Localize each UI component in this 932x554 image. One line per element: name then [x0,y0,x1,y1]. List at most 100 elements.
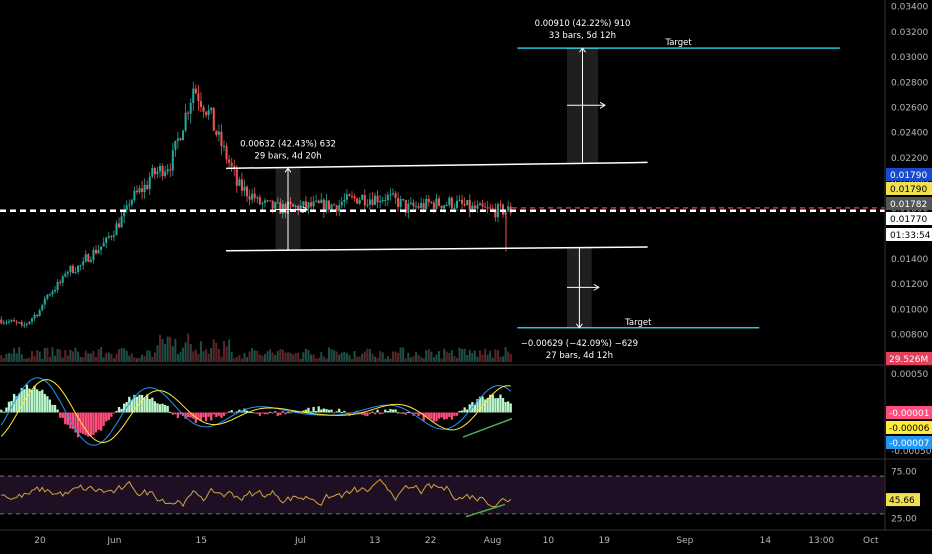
macd-histogram-bar [202,412,205,418]
volume-bar [2,358,5,362]
macd-histogram-bar [315,411,318,413]
macd-histogram-bar [222,412,226,416]
channel-lower-line [225,246,648,252]
candle-body [494,209,497,218]
measure-arrowhead [302,206,309,213]
candle-body [417,206,420,208]
volume-bar [69,349,72,362]
rsi-tick-label: 75.00 [891,467,917,477]
candle-body [97,249,100,254]
volume-bar [7,352,10,362]
time-tick-label: 22 [425,536,436,546]
macd-histogram-bar [158,404,162,413]
candle-body [0,319,3,324]
macd-histogram-bar [343,410,346,413]
time-tick-label: 10 [543,536,555,546]
candle-body [151,168,154,177]
candle-body [202,106,205,112]
volume-bar [409,357,412,362]
macd-histogram-bar [82,412,85,435]
macd-histogram-bar [76,412,80,438]
volume-bar [435,354,438,362]
candle-body [5,322,8,324]
candle-body [69,265,72,273]
candle-body [458,199,461,201]
macd-histogram-bar [35,389,39,413]
macd-histogram-bar [455,412,459,416]
macd-histogram-bar [302,410,305,413]
volume-bar [330,349,333,362]
candle-body [23,324,26,326]
candle-body [156,171,159,175]
macd-histogram-bar [0,409,3,413]
volume-bar [64,350,67,362]
candle-body [450,197,453,209]
price-tag-label: 0.01790 [890,171,927,181]
macd-histogram-bar [338,408,341,413]
candle-body [491,208,494,210]
volume-bar [74,347,77,362]
macd-histogram-bar [153,401,157,413]
macd-histogram-bar [268,411,272,413]
volume-bar [235,357,238,362]
price-tick-label: 0.00800 [891,331,928,341]
macd-histogram-bar [289,412,292,414]
macd-histogram-bar [363,412,366,416]
volume-bar [110,353,113,362]
volume-bar [18,347,21,362]
volume-tag-label: 29.526M [889,355,928,365]
macd-histogram-bar [263,412,267,415]
target-label: Target [664,38,692,48]
macd-histogram-bar [348,412,351,416]
candle-body [240,179,243,191]
candle-body [407,203,410,213]
macd-histogram-bar [87,412,90,437]
signal-line [0,379,511,444]
macd-histogram-bar [463,407,466,413]
macd-histogram-bar [235,411,238,413]
volume-bar [356,356,359,362]
macd-histogram-bar [2,411,5,413]
candle-body [205,111,208,115]
channel-upper-line [225,161,648,170]
candle-body [197,93,200,102]
candle-body [374,195,377,205]
measure-arrowhead [599,101,606,109]
volume-bar [297,352,300,362]
macd-histogram-bar [366,412,369,417]
candle-body [289,201,292,205]
macd-histogram-bar [417,412,420,417]
macd-histogram-bar [261,412,264,414]
candle-body [292,204,295,207]
candle-body [461,199,464,204]
volume-bar [130,353,133,362]
volume-bar [36,349,39,362]
candle-body [438,198,441,206]
macd-histogram-bar [448,412,451,417]
candle-body [256,197,259,199]
volume-bar [269,349,272,362]
candle-body [130,200,133,205]
rsi-band [0,476,885,514]
macd-histogram-bar [120,408,123,413]
volume-bar [407,352,410,362]
volume-bar [30,351,34,362]
macd-histogram-bar [233,412,236,414]
candle-body [384,199,387,201]
candle-body [304,201,307,209]
macd-histogram-bar [327,409,331,413]
volume-bar [312,354,315,362]
candle-body [138,188,141,193]
candle-body [46,294,49,299]
price-tick-label: 0.03200 [891,28,928,38]
macd-histogram-bar [64,412,67,425]
volume-bar [56,348,59,362]
candle-body [297,206,300,212]
volume-bar [399,347,402,362]
candle-body [371,199,374,205]
candle-body [199,101,202,107]
candle-body [246,186,249,197]
candle-body [210,107,213,111]
